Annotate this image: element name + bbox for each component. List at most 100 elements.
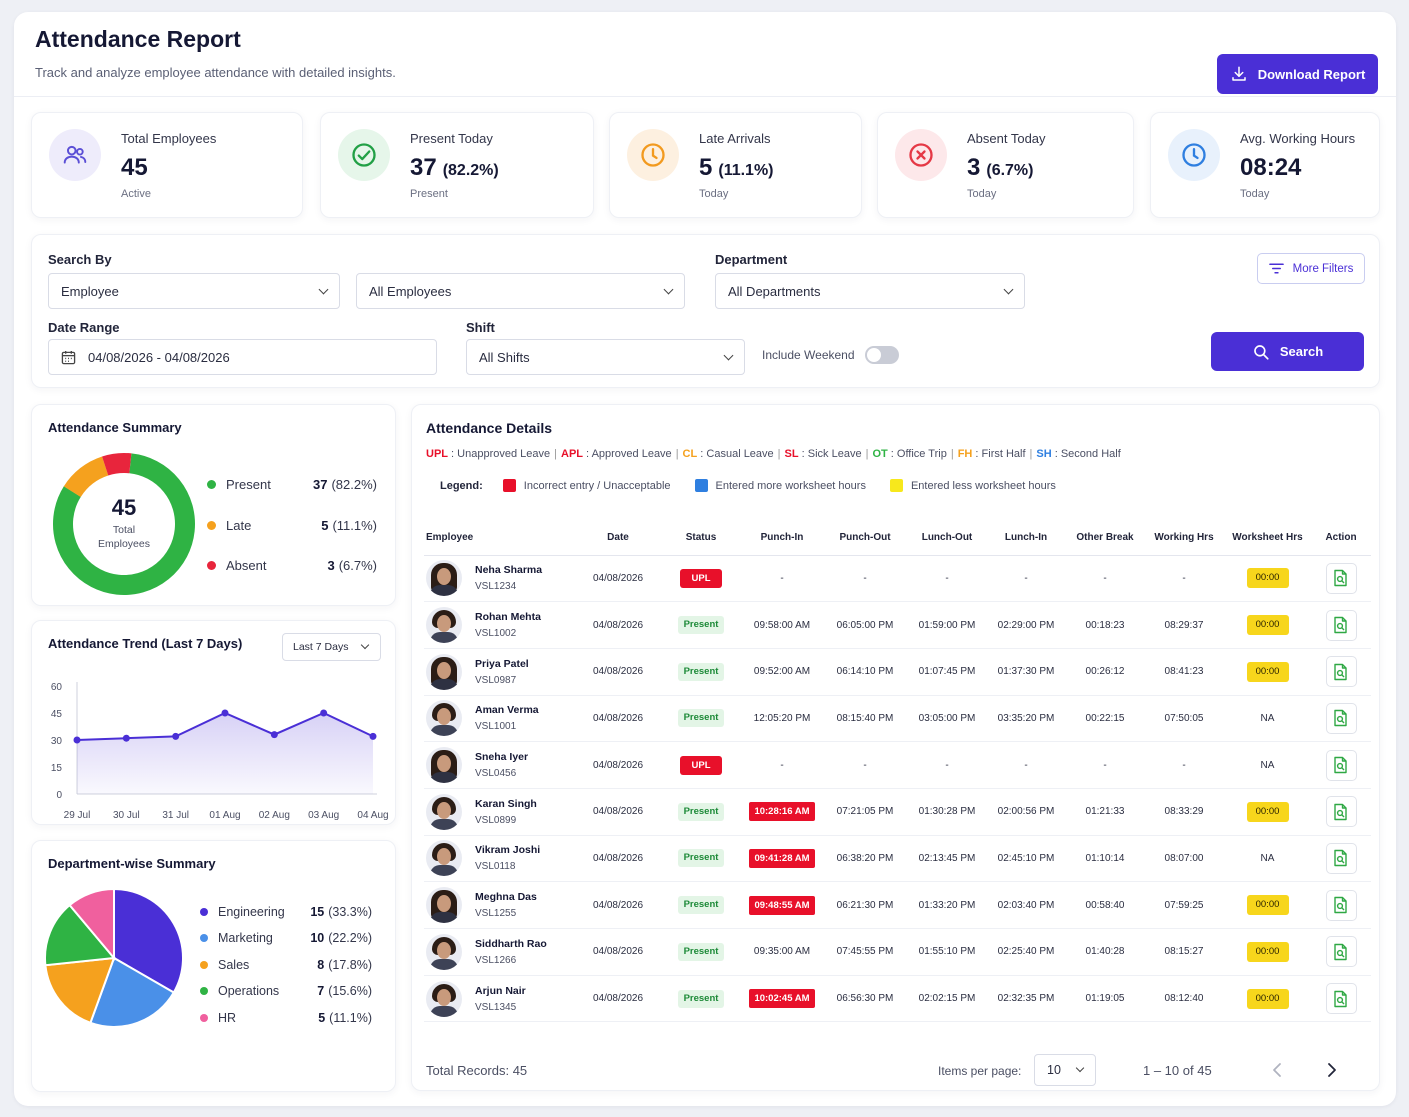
department-legend-item: Sales 8 (17.8%) <box>200 958 372 972</box>
worksheet-cell: 00:00 <box>1224 881 1311 929</box>
items-per-page-select[interactable]: 10 <box>1034 1054 1096 1086</box>
x-tick-label: 30 Jul <box>113 810 140 821</box>
avatar-face <box>437 708 451 726</box>
download-report-button[interactable]: Download Report <box>1217 54 1378 94</box>
legend-dot-icon <box>200 961 208 969</box>
department-percent: (33.3%) <box>328 905 372 919</box>
working-cell: 08:33:29 <box>1144 788 1224 836</box>
code-colon: : <box>697 448 707 460</box>
date-cell: 04/08/2026 <box>576 928 660 976</box>
lunch-out-cell: 01:07:45 PM <box>908 648 986 696</box>
chevron-right-icon[interactable] <box>1324 1062 1338 1078</box>
avatar-face <box>437 801 451 819</box>
view-report-button[interactable] <box>1325 936 1357 968</box>
worksheet-value: 00:00 <box>1246 941 1289 962</box>
column-header: Punch-In <box>742 521 822 556</box>
chevron-down-icon <box>723 350 734 360</box>
stat-number: 5 <box>699 154 713 181</box>
punch-out-cell: 06:14:10 PM <box>822 648 908 696</box>
trend-range-select[interactable]: Last 7 Days <box>282 633 381 661</box>
column-header: Date <box>576 521 660 556</box>
status-code: CL <box>682 448 698 460</box>
stat-percent: (11.1%) <box>718 162 774 179</box>
x-tick-label: 31 Jul <box>162 810 189 821</box>
chevron-down-icon <box>1003 284 1014 294</box>
worksheet-cell: 00:00 <box>1224 975 1311 1023</box>
avatar-body <box>430 725 458 737</box>
status-code: SL <box>784 448 799 460</box>
worksheet-value: 00:00 <box>1246 801 1289 822</box>
view-report-button[interactable] <box>1325 702 1357 734</box>
legend-dot-icon <box>207 480 216 489</box>
column-header: Status <box>660 521 742 556</box>
document-search-icon <box>1334 943 1347 961</box>
employee-cell: Neha Sharma VSL1234 <box>424 555 576 603</box>
view-report-button[interactable] <box>1325 796 1357 828</box>
more-filters-button[interactable]: More Filters <box>1257 253 1365 284</box>
view-report-button[interactable] <box>1325 842 1357 874</box>
department-select[interactable]: All Departments <box>715 273 1025 309</box>
other-break-cell: 01:40:28 <box>1066 928 1144 976</box>
chevron-down-icon <box>663 284 674 294</box>
employee-text: Meghna Das VSL1255 <box>475 891 537 919</box>
status-code-desc: Casual Leave <box>706 448 774 460</box>
other-break-cell: 00:58:40 <box>1066 881 1144 929</box>
view-report-button[interactable] <box>1325 749 1357 781</box>
employee-id: VSL1345 <box>475 1001 517 1013</box>
employee: Rohan Mehta VSL1002 <box>424 607 576 644</box>
view-report-button[interactable] <box>1325 889 1357 921</box>
other-break-cell: 00:22:15 <box>1066 695 1144 743</box>
include-weekend-toggle[interactable] <box>865 346 899 364</box>
stat-sublabel: Active <box>121 188 151 200</box>
column-header: Lunch-In <box>986 521 1066 556</box>
search-by-select[interactable]: Employee <box>48 273 340 309</box>
search-button[interactable]: Search <box>1211 332 1364 371</box>
summary-label: Present <box>226 477 271 492</box>
department-value: 7 (15.6%) <box>317 984 372 998</box>
stat-number: 45 <box>121 154 148 181</box>
employee-name: Vikram Joshi <box>475 844 541 857</box>
action-cell <box>1311 695 1371 743</box>
status-badge: Present <box>678 942 724 961</box>
department-label: Operations <box>218 984 280 998</box>
status-code-desc: Second Half <box>1060 448 1121 460</box>
punch-in-value: 09:58:00 AM <box>753 619 811 631</box>
date-range-input[interactable]: 04/08/2026 - 04/08/2026 <box>48 339 437 375</box>
stat-sublabel: Today <box>967 188 997 200</box>
view-report-button[interactable] <box>1325 609 1357 641</box>
include-weekend-label: Include Weekend <box>762 348 855 362</box>
status-code-legend: UPL : Unapproved Leave | APL : Approved Le… <box>426 448 1121 460</box>
legend-dot-icon <box>200 908 208 916</box>
view-report-button[interactable] <box>1325 562 1357 594</box>
attendance-trend-card: Attendance Trend (Last 7 Days) Last 7 Da… <box>31 620 396 825</box>
shift-label: Shift <box>466 320 495 335</box>
chevron-left-icon[interactable] <box>1271 1062 1285 1078</box>
department-count: 5 <box>318 1011 326 1025</box>
punch-in-value: 12:05:20 PM <box>753 712 811 724</box>
punch-in-cell: 09:35:00 AM <box>742 928 822 976</box>
shift-select[interactable]: All Shifts <box>466 339 745 375</box>
document-search-icon <box>1334 803 1347 820</box>
avatar-face <box>437 941 451 959</box>
trend-point <box>270 731 278 739</box>
employee-text: Vikram Joshi VSL0118 <box>475 844 540 872</box>
lunch-out-cell: 03:05:00 PM <box>908 695 986 743</box>
view-report-button[interactable] <box>1325 656 1357 688</box>
more-filters-label: More Filters <box>1292 262 1354 275</box>
separator: | <box>675 448 679 460</box>
other-break-cell: 00:18:23 <box>1066 601 1144 649</box>
working-cell: - <box>1144 555 1224 603</box>
stat-number: 37 <box>410 154 437 181</box>
x-tick-label: 02 Aug <box>259 810 290 821</box>
view-report-button[interactable] <box>1325 983 1357 1015</box>
trend-point <box>369 732 377 740</box>
working-cell: 08:12:40 <box>1144 975 1224 1023</box>
punch-in-cell: 10:28:16 AM <box>742 788 822 836</box>
avatar <box>426 747 462 784</box>
stat-value: 37 (82.2%) <box>410 154 499 182</box>
employee-select[interactable]: All Employees <box>356 273 685 309</box>
pie-slice-operations <box>44 903 116 967</box>
status-code-desc: Unapproved Leave <box>457 448 551 460</box>
employee-name: Aman Verma <box>475 704 539 717</box>
document-search-icon <box>1334 896 1347 914</box>
